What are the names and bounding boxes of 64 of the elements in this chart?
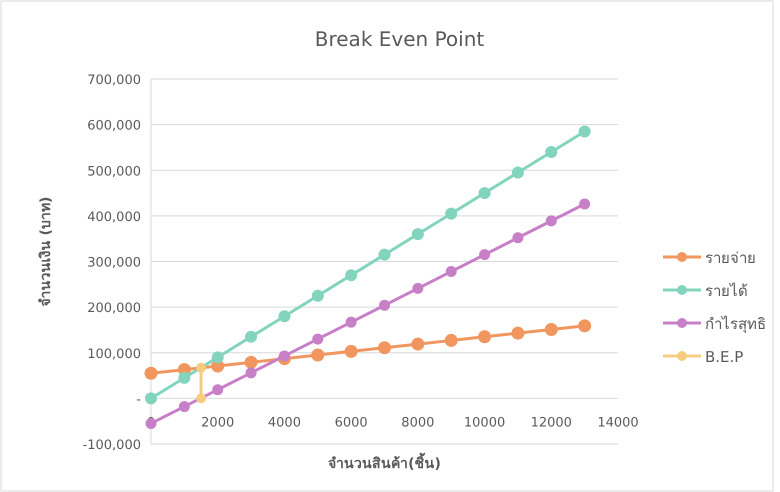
point [579, 198, 590, 210]
y-tick-label: 400,000 [87, 210, 141, 225]
point [546, 215, 557, 226]
point [144, 366, 158, 380]
point [478, 330, 492, 344]
point [146, 418, 156, 429]
point [478, 187, 491, 200]
point [244, 356, 258, 369]
point [378, 341, 391, 354]
point [196, 393, 206, 404]
point [512, 166, 524, 179]
y-tick-label: 600,000 [87, 118, 141, 134]
point [345, 269, 358, 282]
x-tick-label: 12000 [530, 415, 572, 430]
point [578, 319, 592, 332]
legend-label: รายได้ [705, 282, 748, 300]
y-axis-title: จำนวนเงิน (บาท) [38, 196, 54, 306]
x-tick-label: 14000 [597, 415, 639, 430]
y-tick-label: 700,000 [87, 73, 141, 88]
point [178, 401, 190, 412]
point [378, 248, 390, 261]
x-tick-label: 6000 [334, 415, 368, 430]
legend-label: รายจ่าย [705, 249, 756, 267]
point [444, 334, 458, 347]
point [344, 344, 358, 358]
y-tick-label: - [136, 392, 142, 408]
y-tick-label: 100,000 [87, 346, 141, 362]
y-tick-label: 300,000 [87, 256, 141, 270]
point [445, 208, 458, 220]
point [196, 362, 206, 373]
x-tick-label: 2000 [201, 415, 234, 430]
y-tick-label: 500,000 [87, 164, 141, 180]
point [245, 330, 258, 343]
point [512, 232, 524, 244]
point [278, 310, 290, 322]
point [246, 367, 257, 378]
x-tick-label: 4000 [268, 415, 301, 430]
point [346, 316, 357, 328]
legend-label: B.E.P [705, 348, 744, 366]
point [479, 249, 490, 260]
point [379, 300, 390, 311]
point [412, 228, 424, 240]
x-axis-title: จำนวนสินค้า(ชิ้น) [328, 452, 441, 472]
point [511, 326, 524, 340]
point [545, 146, 558, 158]
point [446, 266, 457, 278]
point [312, 334, 324, 345]
point [411, 338, 424, 351]
point [212, 384, 224, 396]
chart-title: Break Even Point [314, 27, 484, 51]
y-tick-label: 200,000 [87, 301, 141, 316]
x-tick-label: 8000 [401, 415, 434, 430]
point [212, 351, 224, 364]
point [178, 372, 190, 384]
point [544, 322, 558, 336]
point [145, 392, 157, 404]
point [312, 290, 324, 302]
point [278, 350, 290, 362]
x-tick-label: 10000 [464, 415, 506, 430]
point [311, 348, 324, 362]
point [412, 282, 424, 294]
y-tick-label: -100,000 [82, 438, 141, 453]
legend-label: กำไรสุทธิ [705, 315, 766, 334]
point [578, 125, 591, 138]
